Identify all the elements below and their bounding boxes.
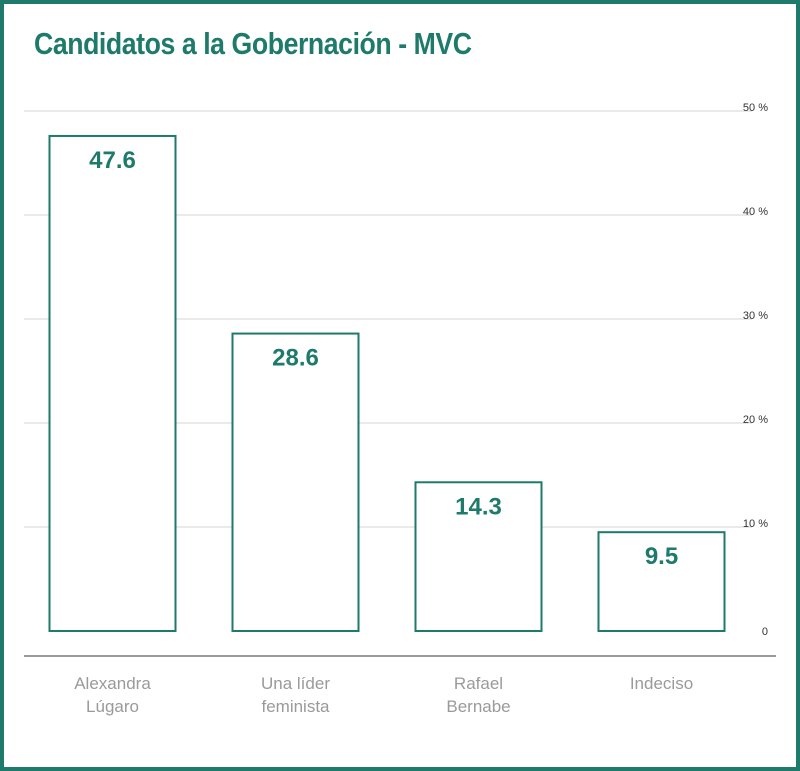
data-label: 14.3 <box>455 493 502 520</box>
x-tick-label: Bernabe <box>446 697 510 716</box>
x-tick-label: feminista <box>261 697 330 716</box>
data-label: 28.6 <box>272 345 319 372</box>
bar <box>231 332 360 632</box>
chart-title: Candidatos a la Gobernación - MVC <box>34 26 472 61</box>
x-tick-label: Alexandra <box>74 674 151 693</box>
data-label: 47.6 <box>89 147 136 174</box>
labels: 47.6 Alexandra Lúgaro 28.6 Una líder feminist… <box>74 147 693 716</box>
bar <box>597 531 726 633</box>
y-tick-label: 40 % <box>743 206 768 218</box>
x-tick-label: Lúgaro <box>86 697 139 716</box>
x-tick-label: Rafael <box>454 674 503 693</box>
y-tick-label: 30 % <box>743 310 768 322</box>
x-tick-label: Una líder <box>261 674 330 693</box>
bar <box>48 134 177 633</box>
y-tick-label: 20 % <box>743 414 768 426</box>
data-label: 9.5 <box>645 543 678 570</box>
y-tick-label: 50 % <box>743 102 768 114</box>
bars <box>48 134 726 633</box>
y-tick-label: 10 % <box>743 518 768 530</box>
x-tick-label: Indeciso <box>630 674 693 693</box>
y-tick-label: 0 <box>762 626 768 638</box>
bar <box>414 481 543 632</box>
